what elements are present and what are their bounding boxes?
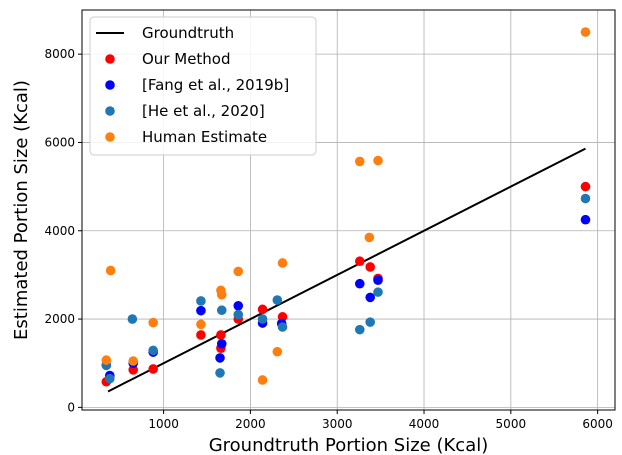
series-2-points (101, 193, 591, 384)
data-point (580, 181, 591, 192)
data-point (233, 301, 244, 311)
data-point (196, 319, 206, 330)
groundtruth-line-layer (107, 147, 586, 393)
data-point (233, 266, 244, 277)
data-point (128, 356, 139, 366)
legend-entry: Our Method (105, 50, 231, 68)
x-tick-label: 6000 (582, 417, 613, 431)
x-tick-label: 3000 (322, 417, 353, 431)
legend-label: Groundtruth (142, 24, 234, 42)
legend-entry: Groundtruth (96, 24, 234, 42)
data-point (105, 265, 116, 276)
data-point (104, 373, 115, 384)
data-point (148, 345, 158, 356)
data-point (101, 355, 112, 365)
data-point (215, 368, 225, 378)
data-point (216, 338, 227, 349)
y-tick-label: 0 (67, 400, 75, 414)
legend-label: [He et al., 2020] (142, 102, 265, 120)
data-point (272, 295, 283, 305)
data-point (364, 232, 375, 243)
data-point (373, 155, 383, 166)
legend-label: Human Estimate (142, 128, 267, 146)
data-points-layer (101, 27, 591, 387)
data-point (354, 324, 365, 335)
data-point (354, 256, 365, 267)
series-0-points (101, 181, 591, 387)
data-point (354, 156, 365, 167)
x-tick-label: 4000 (409, 417, 440, 431)
y-tick-label: 2000 (44, 312, 75, 326)
legend-dot-marker (105, 80, 115, 90)
legend-label: [Fang et al., 2019b] (142, 76, 289, 94)
legend-entry: [Fang et al., 2019b] (105, 76, 289, 94)
series-3-points (101, 27, 591, 385)
data-point (257, 375, 268, 385)
data-point (580, 193, 591, 204)
legend-box (89, 16, 317, 156)
data-point (365, 317, 376, 327)
y-axis-label: Estimated Portion Size (Kcal) (11, 80, 32, 340)
data-point (216, 330, 226, 340)
data-point (215, 353, 225, 363)
data-point (216, 305, 227, 316)
y-tick-label: 8000 (44, 47, 75, 61)
data-point (277, 322, 288, 332)
data-point (196, 296, 206, 306)
data-point (196, 305, 206, 316)
y-tick-label: 4000 (44, 224, 75, 238)
data-point (365, 292, 376, 303)
axis-ticks: 1000 2000 3000 4000 5000 6000 0 2000 4000 6000 800… (44, 47, 612, 431)
data-point (373, 287, 383, 297)
y-tick-label: 6000 (44, 135, 75, 149)
legend-dot-marker (105, 132, 115, 142)
data-point (148, 317, 158, 328)
data-point (148, 364, 158, 374)
legend-label: Our Method (142, 50, 231, 68)
data-point (128, 365, 139, 375)
x-tick-label: 2000 (235, 417, 266, 431)
data-point (373, 275, 383, 285)
series-1-points (101, 214, 591, 381)
data-point (272, 346, 283, 357)
x-tick-label: 1000 (148, 417, 179, 431)
legend-entry: [He et al., 2020] (105, 102, 265, 120)
data-point (580, 27, 591, 37)
x-tick-label: 5000 (496, 417, 527, 431)
plot-frame (81, 9, 616, 411)
data-point (127, 314, 138, 324)
data-point (196, 330, 206, 340)
data-point (580, 214, 591, 225)
legend-entry: Human Estimate (105, 128, 267, 146)
legend-dot-marker (105, 106, 115, 116)
x-axis-label: Groundtruth Portion Size (Kcal) (209, 435, 489, 455)
data-point (354, 278, 365, 289)
data-point (216, 289, 227, 300)
data-point (365, 262, 376, 272)
data-point (277, 258, 288, 268)
legend: Groundtruth Our Method [Fang et al., 2019b… (89, 16, 317, 156)
data-point (233, 309, 244, 320)
data-point (257, 304, 268, 315)
data-point (257, 314, 268, 324)
legend-dot-marker (105, 54, 115, 64)
groundtruth-line (107, 147, 586, 393)
